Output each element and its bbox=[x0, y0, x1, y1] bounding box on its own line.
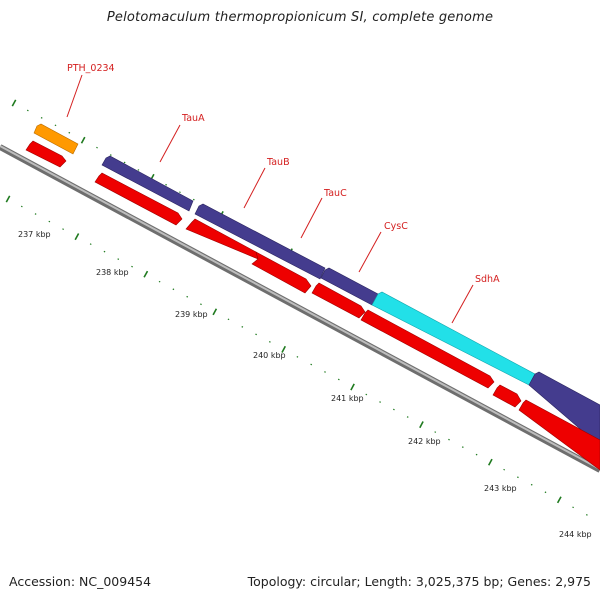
scale-label-240: 240 kbp bbox=[253, 351, 286, 360]
scale-label-237: 237 kbp bbox=[18, 230, 51, 239]
scale-label-242: 242 kbp bbox=[408, 437, 441, 446]
inner-tick-minor bbox=[172, 288, 175, 291]
gene-label-taub[interactable]: TauB bbox=[266, 157, 290, 168]
gene-red-arrow-2[interactable] bbox=[94, 172, 183, 226]
genome-backbone bbox=[0, 144, 600, 473]
outer-tick-minor bbox=[96, 146, 98, 149]
inner-tick-minor bbox=[268, 341, 271, 343]
gene-label-taua[interactable]: TauA bbox=[181, 113, 205, 124]
outer-tick-minor bbox=[54, 124, 57, 127]
inner-tick-major bbox=[350, 383, 355, 391]
scale-label-241: 241 kbp bbox=[331, 394, 364, 403]
outer-tick-major bbox=[80, 136, 86, 144]
inner-tick-minor bbox=[158, 280, 161, 283]
outer-tick-minor bbox=[179, 191, 181, 194]
inner-tick-minor bbox=[434, 431, 437, 433]
gene-taub-block[interactable] bbox=[194, 203, 326, 280]
inner-tick-minor bbox=[516, 476, 519, 479]
inner-tick-minor bbox=[310, 363, 313, 366]
inner-tick-minor bbox=[572, 506, 575, 509]
inner-tick-minor bbox=[503, 468, 506, 471]
inner-tick-minor bbox=[392, 408, 395, 411]
inner-tick-major bbox=[556, 496, 562, 504]
gene-taua-block[interactable] bbox=[101, 155, 194, 212]
inner-tick-minor bbox=[62, 228, 65, 230]
gene-red-arrow-1[interactable] bbox=[25, 140, 67, 168]
forward-strand-track bbox=[33, 123, 600, 447]
scale-label-238: 238 kbp bbox=[96, 268, 129, 277]
inner-tick-minor bbox=[131, 265, 133, 268]
inner-tick-minor bbox=[186, 295, 189, 298]
inner-tick-minor bbox=[89, 243, 92, 245]
inner-tick-minor bbox=[406, 416, 409, 418]
gene-red-arrow-4[interactable] bbox=[251, 251, 312, 294]
inner-tick-minor bbox=[34, 213, 37, 215]
inner-tick-minor bbox=[296, 356, 299, 358]
inner-tick-minor bbox=[103, 250, 106, 253]
inner-tick-minor bbox=[461, 446, 464, 449]
gene-label-sdha[interactable]: SdhA bbox=[475, 274, 500, 285]
inner-tick-minor bbox=[337, 378, 340, 381]
genome-summary-text: Topology: circular; Length: 3,025,375 bp… bbox=[247, 574, 591, 589]
scale-label-244: 244 kbp bbox=[559, 530, 592, 539]
gene-after-sdha-block[interactable] bbox=[528, 371, 600, 447]
outer-tick-minor bbox=[165, 183, 168, 186]
inner-tick-minor bbox=[379, 401, 382, 403]
outer-tick-minor bbox=[109, 154, 112, 156]
accession-text: Accession: NC_009454 bbox=[9, 574, 152, 589]
scale-label-239: 239 kbp bbox=[175, 310, 208, 319]
inner-tick-minor bbox=[241, 325, 244, 328]
gene-label-tauc[interactable]: TauC bbox=[323, 188, 347, 199]
inner-tick-minor bbox=[20, 205, 23, 208]
inner-tick-minor bbox=[200, 303, 202, 306]
inner-tick-major bbox=[419, 421, 424, 429]
inner-tick-major bbox=[212, 308, 218, 316]
gene-label-cysc[interactable]: CysC bbox=[384, 221, 408, 232]
inner-tick-minor bbox=[324, 371, 326, 373]
gene-red-arrow-8[interactable] bbox=[518, 399, 600, 471]
outer-tick-minor bbox=[68, 131, 71, 134]
outer-tick-minor bbox=[40, 117, 43, 119]
inner-tick-major bbox=[487, 458, 493, 466]
inner-tick-minor bbox=[448, 438, 450, 441]
gene-red-arrow-7[interactable] bbox=[492, 384, 522, 408]
scale-labels: 237 kbp 238 kbp 239 kbp 240 kbp 241 kbp … bbox=[18, 230, 592, 539]
gene-red-arrow-6[interactable] bbox=[360, 309, 495, 389]
inner-tick-minor bbox=[255, 333, 258, 336]
inner-tick-minor bbox=[585, 514, 588, 516]
outer-tick-major bbox=[11, 99, 17, 107]
inner-tick-minor bbox=[117, 258, 120, 260]
inner-tick-major bbox=[5, 195, 11, 203]
outer-tick-minor bbox=[123, 161, 126, 164]
gene-red-arrow-5[interactable] bbox=[311, 282, 366, 319]
inner-tick-major bbox=[143, 270, 149, 278]
outer-tick-minor bbox=[192, 198, 195, 201]
inner-tick-minor bbox=[365, 393, 368, 396]
scale-label-243: 243 kbp bbox=[484, 484, 517, 493]
gene-pth0234-block[interactable] bbox=[33, 123, 79, 155]
gene-labels: PTH_0234 TauA TauB TauC CysC SdhA bbox=[67, 63, 500, 285]
inner-tick-major bbox=[74, 233, 80, 241]
inner-tick-row bbox=[5, 195, 588, 516]
reverse-strand-track bbox=[25, 140, 600, 471]
inner-tick-minor bbox=[227, 318, 230, 321]
gene-label-pth0234[interactable]: PTH_0234 bbox=[67, 63, 115, 74]
inner-tick-minor bbox=[530, 483, 533, 486]
inner-tick-minor bbox=[544, 491, 547, 494]
gene-label-leaders bbox=[66, 74, 474, 324]
inner-tick-minor bbox=[475, 453, 478, 456]
outer-tick-minor bbox=[26, 109, 29, 112]
outer-tick-minor bbox=[137, 169, 140, 171]
map-title: Pelotomaculum thermopropionicum SI, comp… bbox=[106, 10, 494, 25]
inner-tick-minor bbox=[48, 220, 51, 223]
inner-tick-major bbox=[281, 345, 287, 353]
